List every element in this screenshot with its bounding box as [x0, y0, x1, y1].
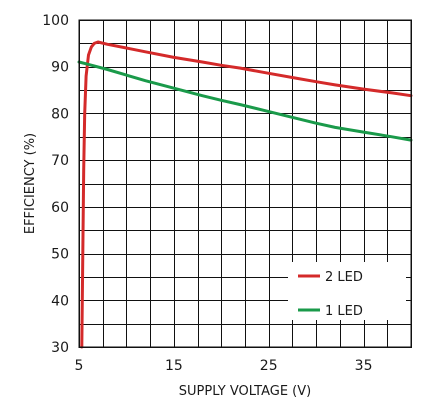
legend: 2 LED 1 LED: [288, 262, 406, 320]
x-tick-label: 5: [75, 358, 84, 374]
y-axis-title: EFFICIENCY (%): [23, 133, 38, 234]
y-tick-label: 80: [51, 106, 69, 122]
series-line-1-led: [77, 60, 413, 142]
x-tick-label: 35: [355, 358, 373, 374]
tick-labels: 5 15 25 35 30 40 50 60 70 80 90 100: [42, 13, 372, 374]
legend-label: 1 LED: [325, 304, 363, 319]
legend-label: 2 LED: [325, 270, 363, 285]
series-line-2-led: [80, 40, 413, 349]
series-lines: [77, 40, 413, 349]
y-tick-label: 50: [51, 247, 69, 263]
plot-frame: [78, 19, 412, 348]
y-tick-label: 100: [42, 13, 69, 29]
x-tick-label: 15: [165, 358, 183, 374]
y-tick-label: 30: [51, 340, 69, 356]
y-tick-label: 40: [51, 293, 69, 309]
y-tick-label: 60: [51, 200, 69, 216]
y-tick-label: 70: [51, 153, 69, 169]
x-axis-title: SUPPLY VOLTAGE (V): [179, 384, 311, 399]
x-tick-label: 25: [260, 358, 278, 374]
y-tick-label: 90: [51, 60, 69, 76]
